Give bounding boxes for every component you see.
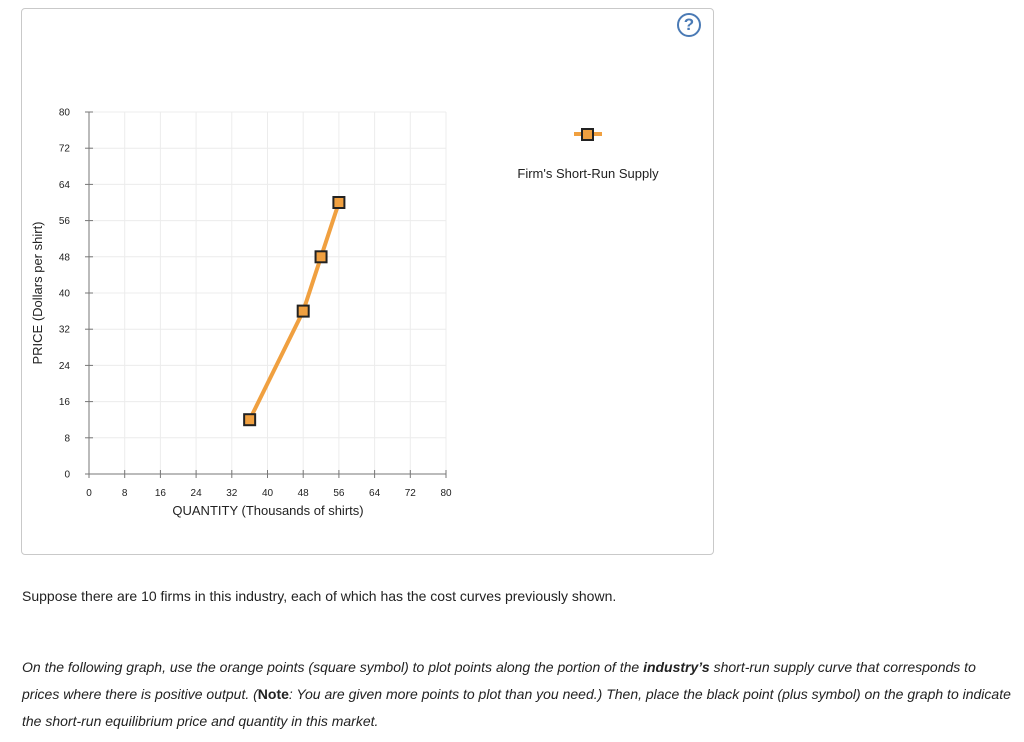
chart-axes: 0 8 16 24 32 40 48 56 64 72 80 0 8 16 24 32 40 48 56 64 72 80 <box>59 108 452 500</box>
y-tick-label: 48 <box>59 252 71 263</box>
x-tick-label: 64 <box>369 488 381 499</box>
x-axis-label: QUANTITY (Thousands of shirts) <box>172 503 363 518</box>
instructions-text-c: : You are given more points to plot than… <box>22 686 1011 729</box>
y-tick-label: 80 <box>59 108 71 119</box>
instructions-note-label: Note <box>257 686 289 702</box>
x-tick-label: 24 <box>191 488 203 499</box>
x-tick-label: 0 <box>86 488 92 499</box>
instructions-bold-industry: industry’s <box>643 659 710 675</box>
instructions-text-a: On the following graph, use the orange p… <box>22 659 644 675</box>
x-tick-label: 16 <box>155 488 167 499</box>
y-tick-label: 72 <box>59 144 71 155</box>
y-tick-label: 64 <box>59 180 71 191</box>
y-tick-label: 40 <box>59 289 71 300</box>
supply-point-square[interactable] <box>314 250 328 264</box>
chart-legend[interactable]: Firm's Short-Run Supply <box>517 128 659 181</box>
x-tick-label: 48 <box>298 488 310 499</box>
x-tick-label: 32 <box>226 488 238 499</box>
y-tick-label: 32 <box>59 325 71 336</box>
x-tick-label: 8 <box>122 488 128 499</box>
chart-series[interactable] <box>243 196 346 427</box>
y-tick-label: 16 <box>59 397 71 408</box>
supply-point-square[interactable] <box>332 196 346 209</box>
supply-point-square[interactable] <box>243 413 257 427</box>
supply-point-square[interactable] <box>296 304 310 318</box>
y-axis-label: PRICE (Dollars per shirt) <box>30 221 45 364</box>
chart-grid <box>89 111 447 474</box>
legend-label: Firm's Short-Run Supply <box>517 166 659 181</box>
legend-square-marker[interactable] <box>581 128 594 141</box>
y-tick-label: 8 <box>64 433 70 444</box>
y-tick-label: 56 <box>59 216 71 227</box>
x-tick-label: 72 <box>405 488 417 499</box>
supply-curve-line <box>247 201 341 421</box>
supply-chart[interactable]: 0 8 16 24 32 40 48 56 64 72 80 0 8 16 24 32 40 48 56 64 72 80… <box>0 0 1024 560</box>
instructions-text-b: short-run supply curve that corresponds … <box>22 659 976 702</box>
instructions-paragraph: On the following graph, use the orange p… <box>22 654 1012 735</box>
intro-paragraph: Suppose there are 10 firms in this indus… <box>22 588 617 604</box>
y-tick-label: 0 <box>64 470 70 481</box>
y-tick-label: 24 <box>59 361 71 372</box>
x-tick-label: 56 <box>333 488 345 499</box>
help-button[interactable]: ? <box>677 13 701 37</box>
question-mark-icon: ? <box>683 15 695 34</box>
x-tick-label: 80 <box>440 488 452 499</box>
x-tick-label: 40 <box>262 488 274 499</box>
graph-panel <box>21 8 714 555</box>
